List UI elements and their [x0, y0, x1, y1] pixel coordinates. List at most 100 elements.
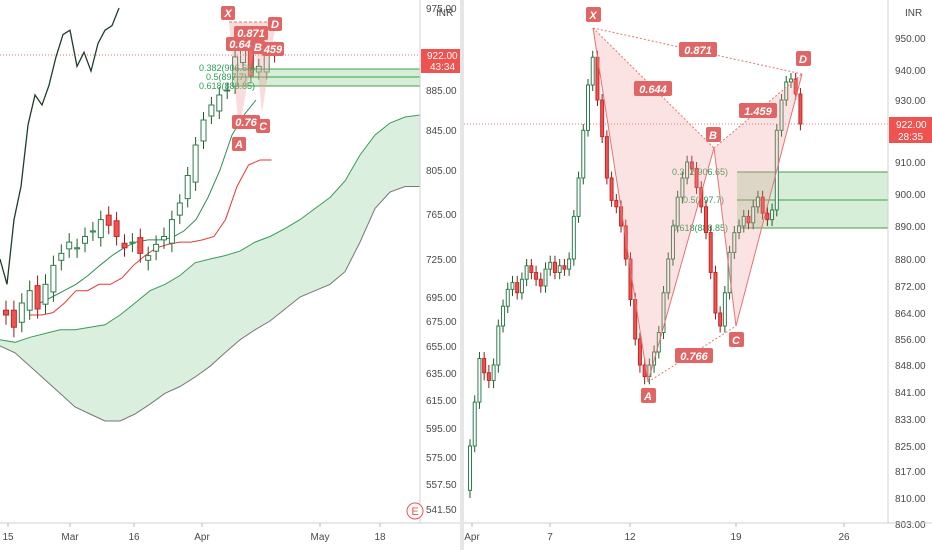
- right-candle: [590, 56, 595, 86]
- left-candle: [168, 219, 175, 244]
- left-y-axis[interactable]: [420, 0, 460, 523]
- right-y-tick-label: 930.00: [895, 96, 926, 107]
- left-x-tick-label: 18: [374, 532, 386, 543]
- svg-text:0.766: 0.766: [680, 351, 708, 363]
- left-x-tick-label: Apr: [194, 532, 210, 543]
- left-candle: [153, 243, 160, 252]
- left-y-tick-label: 765.00: [426, 210, 457, 221]
- right-candle: [562, 265, 567, 270]
- right-candle: [765, 212, 770, 221]
- right-y-tick-label: 817.00: [895, 467, 926, 478]
- right-plot-area[interactable]: [464, 0, 888, 523]
- left-candle: [200, 119, 207, 142]
- svg-text:X: X: [223, 8, 232, 20]
- left-y-tick-label: 595.00: [426, 424, 457, 435]
- right-candle: [746, 215, 751, 224]
- right-y-tick-label: 950.00: [895, 34, 926, 45]
- svg-text:C: C: [259, 121, 268, 133]
- right-candle: [689, 161, 694, 169]
- left-y-tick-label: 675.00: [426, 317, 457, 328]
- right-candle: [614, 199, 619, 208]
- right-candle: [713, 272, 718, 314]
- right-y-tick-label: 841.00: [895, 388, 926, 399]
- right-candle: [586, 84, 590, 131]
- left-ratio-0644: 0.64: [226, 37, 254, 51]
- right-chart-panel[interactable]: 0.382(906.65) 0.5(897.7) 0.618(888.85) X…: [464, 0, 932, 543]
- right-price-badge-value: 922.00: [896, 120, 927, 131]
- left-candle: [121, 242, 128, 249]
- left-chart-panel[interactable]: 0.382(906.65) 0.5(897.7) 0.618(888.85) X…: [0, 0, 460, 543]
- left-candle: [10, 309, 17, 328]
- right-candle: [770, 209, 775, 221]
- left-corner-button[interactable]: E: [406, 502, 424, 520]
- right-label-b: B: [706, 127, 721, 142]
- left-candle: [192, 144, 199, 183]
- left-y-tick-label: 541.50: [426, 505, 457, 516]
- left-candle: [184, 175, 191, 200]
- left-price-badge-countdown: 43:34: [430, 62, 455, 73]
- right-price-badge: [889, 117, 932, 143]
- svg-text:1.459: 1.459: [744, 106, 772, 118]
- right-fib-label-05: 0.5(897.7): [683, 195, 724, 205]
- left-candle: [58, 252, 65, 261]
- svg-text:D: D: [271, 19, 279, 31]
- panel-separator[interactable]: [460, 0, 464, 550]
- right-candle: [491, 364, 496, 381]
- left-candle: [145, 255, 152, 261]
- right-y-tick-label: 900.00: [895, 190, 926, 201]
- left-candle: [161, 236, 167, 241]
- right-ratio-0766: 0.766: [675, 348, 713, 363]
- right-label-x: X: [586, 7, 601, 22]
- right-candle: [543, 268, 548, 287]
- right-label-d: D: [796, 51, 811, 66]
- left-candle: [66, 241, 73, 250]
- right-candle: [680, 177, 685, 198]
- right-candle: [468, 445, 472, 491]
- right-ratio-1459: 1.459: [739, 103, 777, 118]
- right-y-tick-label: 864.00: [895, 309, 926, 320]
- right-candle: [784, 81, 789, 101]
- left-x-ticks: 15 Mar 16 Apr May 18: [2, 523, 386, 543]
- right-candle: [670, 225, 675, 260]
- right-candle: [708, 232, 713, 274]
- left-candle: [113, 220, 120, 237]
- chikou-span: [0, 7, 120, 285]
- right-candle: [552, 261, 557, 273]
- left-y-tick-label: 655.00: [426, 342, 457, 353]
- left-y-tick-label: 575.00: [426, 453, 457, 464]
- right-x-tick-label: 19: [730, 532, 742, 543]
- right-candle: [666, 258, 671, 294]
- kijun-line: [30, 159, 272, 316]
- left-candle: [208, 104, 215, 117]
- tenkan-line: [39, 99, 257, 304]
- right-candle: [501, 305, 506, 327]
- svg-text:D: D: [799, 54, 807, 66]
- right-candle: [604, 136, 609, 179]
- svg-text:E: E: [411, 506, 418, 518]
- right-candle: [685, 161, 690, 179]
- left-label-d: D: [268, 17, 282, 31]
- right-candle: [779, 99, 784, 131]
- right-y-axis[interactable]: [888, 0, 932, 523]
- right-candle: [675, 196, 680, 227]
- right-y-ticks: 950.00 940.00 930.00 910.00 900.00 890.00 880.…: [895, 34, 926, 531]
- left-y-tick-label: 975.00: [426, 4, 457, 15]
- left-fib-label-05: 0.5(897.7): [206, 72, 247, 82]
- left-candle: [82, 236, 88, 244]
- left-y-tick-label: 845.00: [426, 126, 457, 137]
- right-candle: [567, 258, 572, 270]
- left-candle: [129, 241, 136, 244]
- right-candle: [793, 78, 798, 95]
- right-y-tick-label: 890.00: [895, 222, 926, 233]
- right-x-tick-label: 7: [547, 532, 553, 543]
- right-x-tick-label: 26: [838, 532, 850, 543]
- right-candle: [694, 167, 699, 189]
- svg-text:0.64: 0.64: [229, 39, 250, 51]
- right-candle: [571, 215, 576, 260]
- svg-text:A: A: [643, 391, 652, 403]
- right-candle: [510, 282, 515, 290]
- right-x-ticks: Apr 7 12 19 26: [464, 523, 850, 543]
- right-x-tick-label: 12: [624, 532, 636, 543]
- right-candle: [477, 358, 482, 403]
- left-candle: [50, 264, 57, 293]
